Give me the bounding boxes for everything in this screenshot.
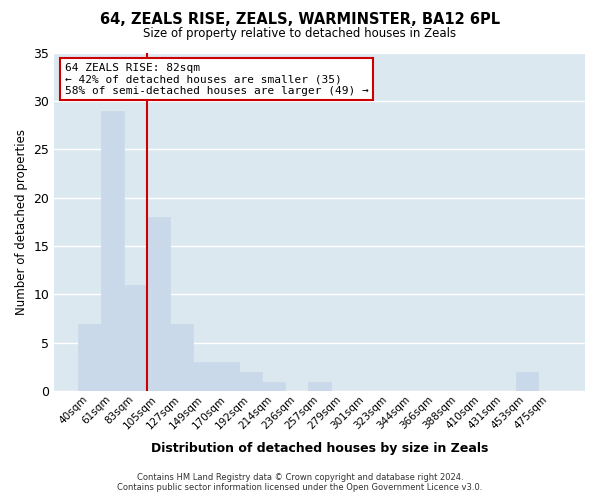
X-axis label: Distribution of detached houses by size in Zeals: Distribution of detached houses by size … (151, 442, 488, 455)
Bar (217, 362, 239, 392)
Bar (124, 285, 147, 392)
Bar (193, 362, 216, 392)
Y-axis label: Number of detached properties: Number of detached properties (15, 129, 28, 315)
Text: Contains HM Land Registry data © Crown copyright and database right 2024.
Contai: Contains HM Land Registry data © Crown c… (118, 473, 482, 492)
Bar (101, 110, 124, 392)
Text: Size of property relative to detached houses in Zeals: Size of property relative to detached ho… (143, 28, 457, 40)
Bar (262, 382, 285, 392)
Bar (148, 217, 170, 392)
Bar (170, 324, 193, 392)
Bar (79, 324, 101, 392)
Bar (239, 372, 262, 392)
Text: 64 ZEALS RISE: 82sqm
← 42% of detached houses are smaller (35)
58% of semi-detac: 64 ZEALS RISE: 82sqm ← 42% of detached h… (65, 62, 368, 96)
Bar (515, 372, 538, 392)
Text: 64, ZEALS RISE, ZEALS, WARMINSTER, BA12 6PL: 64, ZEALS RISE, ZEALS, WARMINSTER, BA12 … (100, 12, 500, 28)
Bar (308, 382, 331, 392)
